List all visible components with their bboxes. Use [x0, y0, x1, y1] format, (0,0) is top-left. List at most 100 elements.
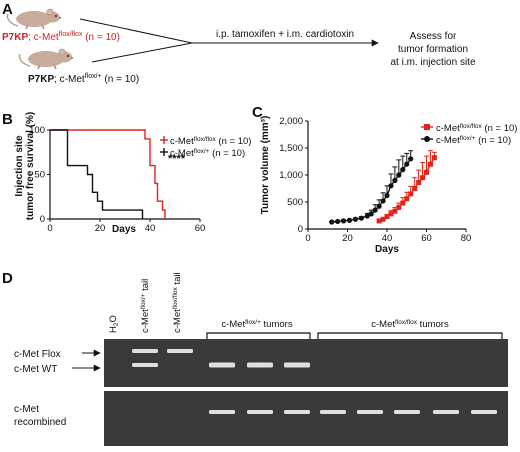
- bracket-het-tumors: [206, 332, 311, 342]
- chart-c-y-tick-label: 1,000: [279, 170, 303, 181]
- chart-c-point: [340, 218, 347, 224]
- panel-c-letter: C: [252, 104, 263, 121]
- chart-c-point: [400, 200, 406, 206]
- chart-c-point: [404, 161, 410, 167]
- chart-c-point: [329, 219, 335, 225]
- assess-line-1: Assess for: [410, 31, 457, 42]
- band-label-recombined-1: c-Met: [14, 404, 39, 415]
- panel-d: D H2O c-Metflox/+ tail c-Metflox/flox ta…: [2, 270, 508, 446]
- chart-c-series-flox-het: [329, 150, 414, 225]
- chart-c-point: [388, 183, 394, 189]
- chart-c-point: [335, 218, 341, 225]
- gel-band-flox: [167, 349, 193, 353]
- chart-c-point: [408, 191, 414, 197]
- assess-line-2: tumor formation: [398, 44, 468, 55]
- chart-c-point: [400, 167, 406, 173]
- chart-c-x-tick-label: 20: [342, 233, 353, 244]
- gel-band-recombined: [320, 410, 346, 414]
- gel-band-wt: [247, 362, 273, 368]
- assess-line-3: at i.m. injection site: [390, 57, 475, 68]
- chart-b-y-tick-label: 0: [40, 214, 45, 225]
- chart-c-point: [384, 214, 390, 220]
- gel-band-recombined: [247, 410, 273, 414]
- chart-c-point: [396, 204, 402, 210]
- chart-c-y-tick-label: 0: [298, 224, 303, 235]
- chart-c-x-tick-label: 40: [382, 233, 393, 244]
- chart-c-point: [384, 192, 390, 199]
- chart-c-x-tick-label: 60: [421, 233, 432, 244]
- lane-label-h2o: H2O: [108, 315, 120, 333]
- chart-c-point: [427, 161, 433, 167]
- chart-c-point: [392, 208, 398, 214]
- panel-a: A P7KP; c-Metflox/flox (n = 10): [2, 1, 476, 85]
- chart-c-point: [346, 217, 353, 223]
- chart-c-point: [424, 169, 429, 175]
- chart-c-point: [412, 186, 418, 191]
- chart-c-y-tick-label: 500: [287, 197, 303, 208]
- chart-c-point: [380, 198, 386, 204]
- panel-d-letter: D: [2, 270, 13, 287]
- gel-bottom-bands: [209, 410, 497, 414]
- gel-band-recombined: [209, 410, 235, 414]
- chart-b-ylabel-1: Injection site: [14, 135, 25, 197]
- chart-b-series-flox-het: [50, 129, 144, 219]
- group-label-het-tumors: c-Metflox/+ tumors: [221, 319, 292, 330]
- chart-c-point: [372, 207, 378, 213]
- chart-b-x-tick-label: 0: [47, 223, 52, 234]
- chart-c-legend: c-Metflox/flox (n = 10) c-Metflox/+ (n =…: [421, 123, 517, 146]
- mouse-2-label: P7KP; c-Metflox/+ (n = 10): [28, 73, 139, 85]
- chart-b-x-tick-label: 40: [145, 223, 156, 234]
- chart-c-point: [416, 180, 422, 186]
- chart-c-point: [388, 211, 394, 217]
- converge-line-top: [79, 18, 193, 44]
- gel-band-recombined: [357, 410, 383, 414]
- chart-c-point: [404, 196, 410, 202]
- chart-b-legend: c-Metflox/flox (n = 10) c-Metflox/+ (n =…: [160, 136, 251, 159]
- chart-b-legend-black: c-Metflox/+ (n = 10): [170, 148, 245, 159]
- chart-c-point: [368, 211, 374, 217]
- treatment-label: i.p. tamoxifen + i.m. cardiotoxin: [216, 29, 354, 40]
- chart-c-legend-black: c-Metflox/+ (n = 10): [436, 135, 511, 146]
- chart-b-x-tick-label: 20: [95, 223, 106, 234]
- gel-band-recombined: [394, 410, 420, 414]
- chart-b-series-flox-flox: [50, 129, 166, 219]
- chart-c-x-tick-label: 0: [305, 233, 310, 244]
- panel-a-letter: A: [2, 1, 13, 18]
- chart-c-x-tick-label: 80: [461, 233, 472, 244]
- chart-c-point: [408, 156, 414, 162]
- band-label-wt: c-Met WT: [14, 364, 57, 375]
- gel-band-wt: [132, 363, 158, 367]
- chart-c-point: [431, 155, 437, 161]
- gel-band-wt: [209, 362, 235, 368]
- chart-b-y-tick-label: 50: [34, 170, 45, 181]
- gel-band-flox: [132, 349, 158, 353]
- chart-c-point: [380, 216, 386, 222]
- chart-b-y-tick-label: 100: [29, 125, 45, 136]
- chart-c-ylabel: Tumor volume (mm³): [260, 116, 271, 215]
- gel-band-wt: [284, 362, 310, 368]
- chart-c-point: [420, 175, 426, 181]
- chart-b-plot: 0 20 40 60 0 50 100: [29, 125, 205, 234]
- chart-c-plot: 0 20 40 60 80 0 500 1,000 1,500 2,000: [279, 116, 471, 244]
- chart-c-point: [352, 216, 358, 222]
- chart-c-point: [376, 203, 382, 209]
- mouse-2-icon: [18, 48, 73, 70]
- gel-band-recombined: [471, 410, 497, 414]
- mouse-1-label: P7KP; c-Metflox/flox (n = 10): [2, 31, 120, 43]
- chart-c-point: [364, 213, 370, 219]
- chart-c-y-tick-label: 1,500: [279, 143, 303, 154]
- chart-c-y-tick-label: 2,000: [279, 116, 303, 127]
- chart-b-x-tick-label: 60: [195, 223, 206, 234]
- gel-top-bands: [132, 349, 310, 368]
- band-label-flox: c-Met Flox: [14, 349, 61, 360]
- lane-label-hom-tail: c-Metflox/flox tail: [172, 272, 183, 333]
- lane-label-het-tail: c-Metflox/+ tail: [140, 279, 151, 333]
- converge-line-bottom: [91, 42, 193, 63]
- group-label-hom-tumors: c-Metflox/flox tumors: [371, 319, 449, 330]
- panel-c: C Tumor volume (mm³) 0 20 40 60 80 0 500 1,000 1…: [252, 104, 517, 255]
- chart-b-xlabel: Days: [112, 224, 136, 235]
- chart-c-point: [396, 172, 402, 178]
- chart-c-point: [376, 218, 382, 224]
- panel-b-letter: B: [2, 111, 13, 128]
